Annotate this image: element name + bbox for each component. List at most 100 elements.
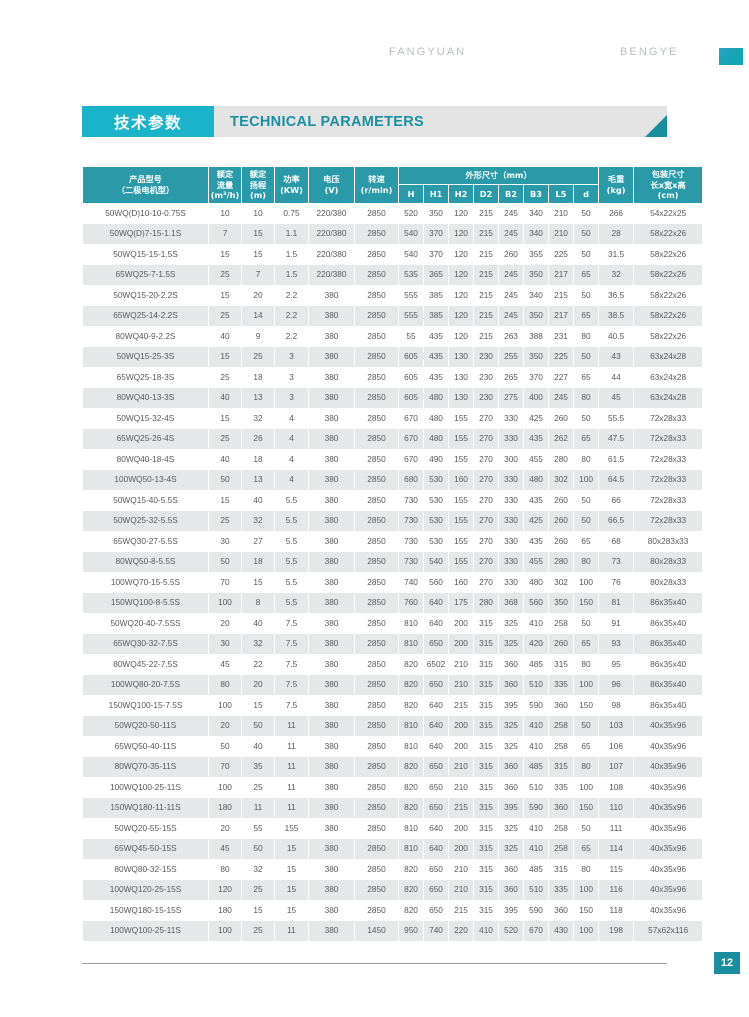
cell-H: 670 — [398, 428, 424, 450]
cell-H2: 155 — [448, 530, 474, 552]
running-head-right-word: BENGYE — [620, 46, 679, 58]
cell-gw: 66 — [598, 489, 635, 511]
cell-H: 810 — [398, 817, 424, 839]
table-row: 100WQ70-15-5.5S 70 15 5.5 380 2850 740 560 160 27… — [82, 571, 704, 593]
cell-head: 50 — [241, 715, 275, 737]
cell-L5: 227 — [548, 366, 574, 388]
cell-B3: 435 — [523, 530, 549, 552]
cell-L5: 315 — [548, 858, 574, 880]
cell-flow: 7 — [208, 223, 242, 245]
cell-L5: 258 — [548, 735, 574, 757]
cell-D2: 270 — [473, 571, 499, 593]
cell-flow: 30 — [208, 530, 242, 552]
cell-power: 11 — [274, 797, 309, 819]
cell-d: 80 — [572, 858, 600, 880]
cell-flow: 25 — [208, 264, 242, 286]
cell-pack: 40x35x96 — [633, 715, 704, 737]
cell-speed: 2850 — [354, 428, 399, 450]
cell-d: 80 — [572, 653, 600, 675]
cell-voltage: 380 — [308, 797, 355, 819]
cell-d: 150 — [572, 592, 600, 614]
cell-H1: 540 — [423, 551, 449, 573]
cell-B2: 325 — [498, 735, 524, 757]
cell-gw: 103 — [598, 715, 635, 737]
cell-L5: 217 — [548, 305, 574, 327]
cell-speed: 2850 — [354, 899, 399, 921]
cell-flow: 100 — [208, 776, 242, 798]
column-header-dim-H: H — [398, 184, 424, 204]
cell-speed: 2850 — [354, 469, 399, 491]
cell-voltage: 380 — [308, 899, 355, 921]
table-row: 150WQ180-11-11S 180 11 11 380 2850 820 650 215 31… — [82, 797, 704, 819]
cell-head: 15 — [241, 223, 275, 245]
cell-B3: 410 — [523, 735, 549, 757]
cell-head: 15 — [241, 243, 275, 265]
cell-pack: 40x35x96 — [633, 838, 704, 860]
cell-pack: 80x283x33 — [633, 530, 704, 552]
cell-head: 25 — [241, 776, 275, 798]
cell-speed: 2850 — [354, 571, 399, 593]
column-header-packing-size: 包装尺寸 长x宽x高 (cm) — [633, 166, 704, 204]
cell-gw: 114 — [598, 838, 635, 860]
cell-D2: 315 — [473, 612, 499, 634]
cell-pack: 86x35x40 — [633, 674, 704, 696]
cell-model: 100WQ80-20-7.5S — [82, 674, 209, 696]
cell-H2: 155 — [448, 510, 474, 532]
cell-L5: 260 — [548, 530, 574, 552]
cell-H1: 650 — [423, 858, 449, 880]
cell-model: 50WQ15-15-1.5S — [82, 243, 209, 265]
cell-voltage: 220/380 — [308, 202, 355, 224]
cell-pack: 86x35x40 — [633, 592, 704, 614]
cell-D2: 315 — [473, 899, 499, 921]
cell-d: 65 — [572, 530, 600, 552]
cell-H: 730 — [398, 489, 424, 511]
table-header-row-2: H H1 H2 D2 B2 B3 L5 d — [83, 184, 703, 204]
cell-H: 535 — [398, 264, 424, 286]
title-corner-triangle-icon — [645, 115, 667, 137]
cell-L5: 262 — [548, 428, 574, 450]
cell-power: 0.75 — [274, 202, 309, 224]
cell-power: 5.5 — [274, 510, 309, 532]
cell-H: 810 — [398, 735, 424, 757]
cell-power: 2.2 — [274, 325, 309, 347]
cell-B2: 325 — [498, 838, 524, 860]
cell-H2: 200 — [448, 735, 474, 757]
cell-D2: 270 — [473, 448, 499, 470]
cell-H2: 200 — [448, 715, 474, 737]
column-header-gross-weight: 毛重 (kg) — [598, 166, 635, 204]
cell-power: 3 — [274, 346, 309, 368]
cell-flow: 40 — [208, 448, 242, 470]
cell-H1: 640 — [423, 592, 449, 614]
table-row: 50WQ15-25-3S 15 25 3 380 2850 605 435 130 230 255 3… — [82, 346, 704, 368]
cell-flow: 120 — [208, 879, 242, 901]
cell-d: 150 — [572, 694, 600, 716]
cell-gw: 116 — [598, 879, 635, 901]
cell-H2: 160 — [448, 469, 474, 491]
cell-flow: 30 — [208, 633, 242, 655]
cell-B3: 510 — [523, 674, 549, 696]
cell-head: 18 — [241, 551, 275, 573]
cell-H2: 220 — [448, 920, 474, 942]
cell-pack: 40x35x96 — [633, 879, 704, 901]
cell-H2: 200 — [448, 612, 474, 634]
cell-L5: 260 — [548, 489, 574, 511]
cell-power: 11 — [274, 756, 309, 778]
cell-d: 100 — [572, 469, 600, 491]
cell-voltage: 380 — [308, 612, 355, 634]
cell-H: 820 — [398, 899, 424, 921]
cell-D2: 215 — [473, 202, 499, 224]
cell-power: 2.2 — [274, 284, 309, 306]
cell-H2: 160 — [448, 571, 474, 593]
cell-gw: 106 — [598, 735, 635, 757]
cell-head: 26 — [241, 428, 275, 450]
cell-d: 100 — [572, 920, 600, 942]
cell-d: 50 — [572, 223, 600, 245]
table-row: 150WQ100-15-7.5S 100 15 7.5 380 2850 820 640 215… — [82, 694, 704, 716]
cell-d: 80 — [572, 448, 600, 470]
cell-d: 65 — [572, 305, 600, 327]
cell-pack: 58x22x26 — [633, 223, 704, 245]
cell-head: 18 — [241, 448, 275, 470]
cell-power: 4 — [274, 407, 309, 429]
table-row: 100WQ80-20-7.5S 80 20 7.5 380 2850 820 650 210 31… — [82, 674, 704, 696]
cell-H2: 120 — [448, 284, 474, 306]
